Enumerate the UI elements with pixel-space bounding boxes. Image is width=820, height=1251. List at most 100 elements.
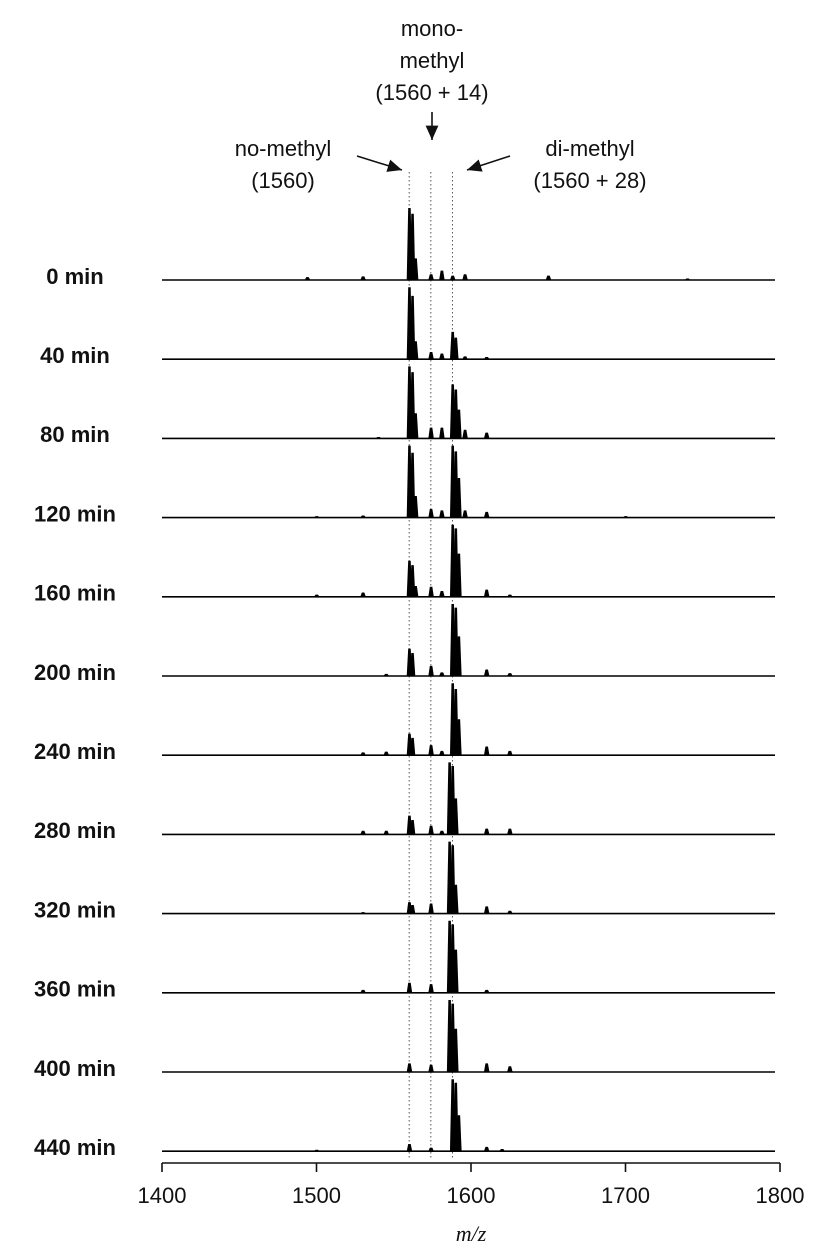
arrow [356, 155, 403, 172]
peak [449, 275, 456, 280]
peak [428, 352, 434, 360]
series-label: 160 min [34, 581, 116, 606]
annotation: di-methyl [545, 136, 634, 161]
annotation: mono- [401, 16, 463, 41]
series-label: 360 min [34, 977, 116, 1002]
peak [428, 984, 434, 993]
peak [462, 356, 468, 360]
peak [428, 508, 434, 518]
peak [456, 1115, 462, 1152]
peak [507, 673, 513, 676]
peak [507, 910, 513, 914]
series-label: 400 min [34, 1056, 116, 1081]
peak [428, 745, 434, 756]
series-label: 0 min [46, 264, 103, 289]
annotation: (1560) [251, 168, 315, 193]
peak [360, 989, 366, 993]
peak [360, 515, 366, 518]
annotation: methyl [400, 48, 465, 73]
peak [409, 295, 416, 360]
x-tick-label: 1400 [138, 1183, 187, 1208]
peak [456, 478, 462, 518]
peak [439, 427, 445, 439]
series-label: 280 min [34, 818, 116, 843]
peak [453, 337, 459, 360]
peak [453, 884, 459, 914]
peak [412, 496, 419, 518]
peak [412, 258, 419, 280]
series-label: 320 min [34, 897, 116, 922]
x-tick-label: 1500 [292, 1183, 341, 1208]
series-label: 120 min [34, 501, 116, 526]
peak [483, 746, 490, 756]
annotation: (1560 + 28) [533, 168, 646, 193]
peak [483, 669, 490, 676]
x-tick-label: 1800 [756, 1183, 805, 1208]
peak [409, 565, 416, 597]
peak [462, 429, 468, 439]
peak [383, 830, 390, 835]
peak [360, 592, 366, 597]
peak [507, 750, 513, 756]
x-axis-label: m/z [456, 1221, 487, 1246]
peak [439, 353, 445, 360]
peak [684, 278, 691, 280]
peak [483, 1063, 490, 1072]
peak [456, 719, 462, 756]
peak [483, 828, 490, 835]
peak [428, 825, 434, 835]
peak [456, 553, 462, 597]
series-label: 200 min [34, 660, 116, 685]
peak [406, 1063, 413, 1072]
series-label: 40 min [40, 343, 110, 368]
peak [483, 511, 490, 518]
peak [360, 830, 366, 835]
peak [439, 510, 445, 518]
peak [375, 436, 382, 439]
peak [453, 798, 459, 835]
peak [409, 652, 416, 676]
peak [412, 586, 419, 597]
peak [409, 904, 416, 914]
peak [383, 673, 390, 676]
annotation: (1560 + 14) [375, 80, 488, 105]
annotation: no-methyl [235, 136, 332, 161]
peak [360, 912, 366, 914]
peak [623, 516, 629, 518]
peak [409, 737, 416, 756]
peak [406, 1144, 413, 1152]
peak [499, 1149, 505, 1152]
peak [439, 830, 445, 835]
peak [507, 594, 513, 597]
peak [439, 270, 445, 280]
peak [462, 510, 468, 518]
peak [360, 752, 366, 756]
peak [409, 213, 416, 280]
series-label: 240 min [34, 739, 116, 764]
peak [409, 452, 416, 518]
peak [314, 1149, 320, 1152]
peak [545, 275, 552, 280]
peak [412, 413, 419, 439]
peak [428, 665, 434, 676]
peak [483, 432, 490, 439]
peak [428, 427, 434, 439]
peak [439, 672, 445, 676]
peak [483, 589, 490, 597]
peak [412, 341, 419, 360]
x-tick-label: 1700 [601, 1183, 650, 1208]
peak [409, 820, 416, 835]
peak [360, 276, 366, 280]
x-tick-label: 1600 [447, 1183, 496, 1208]
peak [483, 1146, 490, 1152]
peak [462, 274, 468, 280]
peak [428, 274, 434, 280]
series-label: 440 min [34, 1135, 116, 1160]
series-label: 80 min [40, 422, 110, 447]
peak [483, 906, 490, 914]
peak [453, 949, 459, 993]
peak [439, 750, 445, 756]
peak [456, 636, 462, 676]
peak [383, 751, 390, 756]
